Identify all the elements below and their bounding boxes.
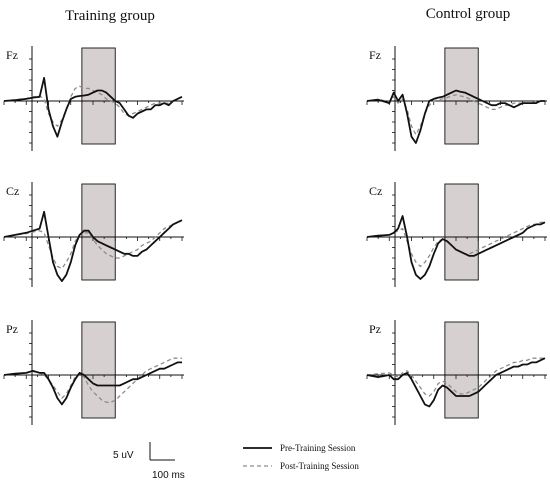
- pre-training-line: [366, 89, 545, 144]
- pre-training-line: [366, 357, 546, 408]
- control-group-title: Control group: [426, 6, 511, 22]
- channel-label: Pz: [369, 322, 381, 336]
- panel-pz-group-0: Pz: [3, 320, 184, 425]
- post-training-line: [3, 85, 183, 127]
- pre-training-line: [366, 215, 546, 280]
- highlight-window: [81, 321, 116, 419]
- panel-cz-group-1: Cz: [366, 182, 547, 287]
- scale-time-label: 100 ms: [152, 470, 185, 481]
- post-training-line: [3, 219, 183, 270]
- channel-label: Cz: [369, 184, 382, 198]
- panel-fz-group-0: Fz: [3, 46, 184, 151]
- channel-label: Pz: [6, 322, 18, 336]
- channel-label: Fz: [6, 48, 18, 62]
- training-group-title: Training group: [65, 8, 155, 24]
- legend-label-post: Post-Training Session: [280, 461, 359, 471]
- post-training-line: [366, 357, 545, 397]
- highlight-window: [444, 183, 479, 281]
- channel-label: Cz: [6, 184, 19, 198]
- panel-fz-group-1: Fz: [366, 46, 547, 151]
- pre-training-line: [3, 361, 182, 406]
- panel-pz-group-1: Pz: [366, 320, 547, 425]
- panel-cz-group-0: Cz: [3, 182, 184, 287]
- scale-amplitude-label: 5 uV: [113, 450, 134, 461]
- post-training-line: [3, 357, 182, 403]
- scale-bar: 5 uV 100 ms: [113, 442, 185, 481]
- channel-label: Fz: [369, 48, 381, 62]
- pre-training-line: [3, 210, 183, 283]
- highlight-window: [444, 321, 479, 419]
- panels-container: Fz Fz Cz Cz Pz Pz: [3, 46, 547, 425]
- legend: Pre-Training Session Post-Training Sessi…: [243, 443, 359, 471]
- highlight-window: [81, 183, 116, 281]
- legend-label-pre: Pre-Training Session: [280, 443, 356, 453]
- pre-training-line: [3, 77, 183, 138]
- post-training-line: [366, 94, 545, 136]
